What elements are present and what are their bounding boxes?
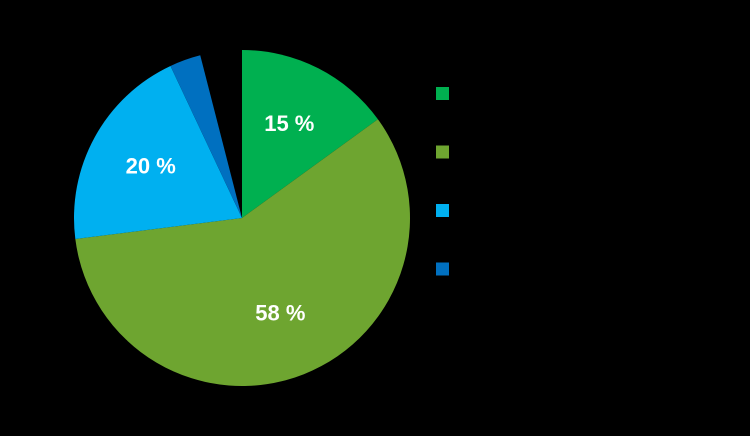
legend-swatch xyxy=(436,87,449,100)
legend-swatch xyxy=(436,262,449,276)
pie-slice xyxy=(73,65,242,240)
pie-slice xyxy=(75,119,410,386)
data-label: 20 % xyxy=(126,154,176,179)
pie-slice xyxy=(242,50,378,218)
data-label: 58 % xyxy=(255,301,305,326)
data-label: 15 % xyxy=(264,111,314,136)
legend-swatch xyxy=(436,145,449,159)
legend-swatch xyxy=(436,204,449,217)
pie-slice xyxy=(170,55,242,218)
